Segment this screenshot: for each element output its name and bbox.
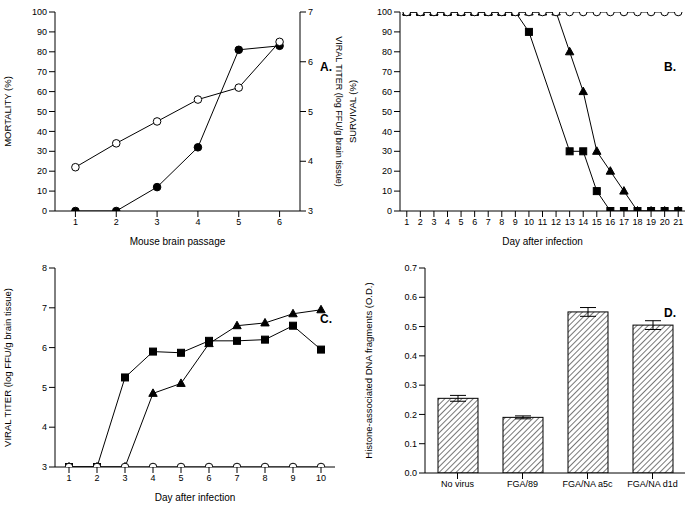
svg-text:50: 50 — [37, 107, 47, 117]
svg-text:21: 21 — [673, 217, 683, 227]
svg-text:0: 0 — [42, 206, 47, 216]
html-text:C.: C. — [320, 312, 332, 326]
html-text:B.: B. — [664, 60, 676, 74]
svg-text:1: 1 — [73, 217, 78, 227]
svg-text:10: 10 — [382, 186, 392, 196]
svg-text:3: 3 — [308, 206, 313, 216]
svg-text:7: 7 — [42, 303, 47, 313]
svg-text:1: 1 — [66, 473, 71, 483]
svg-text:Day after infection: Day after infection — [155, 492, 236, 503]
svg-text:3: 3 — [431, 217, 436, 227]
svg-text:3: 3 — [42, 462, 47, 472]
svg-text:3: 3 — [122, 473, 127, 483]
svg-text:18: 18 — [632, 217, 642, 227]
svg-text:30: 30 — [382, 146, 392, 156]
svg-text:0.2: 0.2 — [404, 410, 417, 420]
svg-text:6: 6 — [308, 57, 313, 67]
svg-text:0.0: 0.0 — [404, 468, 417, 478]
svg-text:9: 9 — [513, 217, 518, 227]
svg-text:8: 8 — [42, 263, 47, 273]
html-text:D.: D. — [664, 306, 676, 320]
svg-text:Mouse brain passage: Mouse brain passage — [130, 236, 226, 247]
svg-text:40: 40 — [37, 127, 47, 137]
svg-text:50: 50 — [382, 107, 392, 117]
svg-text:VIRAL TITER (log FFU/g brain t: VIRAL TITER (log FFU/g brain tissue) — [334, 36, 344, 187]
svg-text:0.1: 0.1 — [404, 439, 417, 449]
svg-text:0.5: 0.5 — [404, 322, 417, 332]
svg-text:MORTALITY (%): MORTALITY (%) — [8, 76, 13, 147]
svg-text:90: 90 — [37, 27, 47, 37]
svg-text:FGA/89: FGA/89 — [507, 479, 538, 489]
svg-text:70: 70 — [37, 67, 47, 77]
svg-text:4: 4 — [195, 217, 200, 227]
svg-text:Histone-associated DNA fragmen: Histone-associated DNA fragments (O.D.) — [363, 282, 374, 458]
svg-text:90: 90 — [382, 27, 392, 37]
svg-text:20: 20 — [660, 217, 670, 227]
svg-text:19: 19 — [646, 217, 656, 227]
svg-text:3: 3 — [155, 217, 160, 227]
svg-text:0.3: 0.3 — [404, 380, 417, 390]
svg-text:FGA/NA d1d: FGA/NA d1d — [627, 479, 678, 489]
svg-text:4: 4 — [308, 156, 313, 166]
svg-text:4: 4 — [42, 422, 47, 432]
svg-text:9: 9 — [290, 473, 295, 483]
svg-text:14: 14 — [578, 217, 588, 227]
svg-text:4: 4 — [150, 473, 155, 483]
svg-text:70: 70 — [382, 67, 392, 77]
svg-text:5: 5 — [459, 217, 464, 227]
svg-text:20: 20 — [382, 166, 392, 176]
svg-text:7: 7 — [234, 473, 239, 483]
svg-text:20: 20 — [37, 166, 47, 176]
svg-text:SURVIVAL (%): SURVIVAL (%) — [347, 80, 358, 143]
svg-text:11: 11 — [538, 217, 547, 227]
svg-text:FGA/NA a5c: FGA/NA a5c — [562, 479, 613, 489]
svg-text:7: 7 — [308, 7, 313, 17]
svg-text:6: 6 — [472, 217, 477, 227]
svg-text:10: 10 — [37, 186, 47, 196]
svg-text:2: 2 — [94, 473, 99, 483]
html-text:A.: A. — [320, 60, 332, 74]
svg-text:40: 40 — [382, 127, 392, 137]
svg-text:5: 5 — [308, 107, 313, 117]
svg-text:16: 16 — [605, 217, 615, 227]
svg-text:2: 2 — [114, 217, 119, 227]
svg-text:8: 8 — [499, 217, 504, 227]
svg-text:No virus: No virus — [441, 479, 475, 489]
svg-text:80: 80 — [37, 47, 47, 57]
svg-text:15: 15 — [592, 217, 602, 227]
svg-text:1: 1 — [404, 217, 409, 227]
svg-text:0.4: 0.4 — [404, 351, 417, 361]
svg-text:10: 10 — [524, 217, 534, 227]
svg-text:7: 7 — [486, 217, 491, 227]
svg-text:8: 8 — [262, 473, 267, 483]
svg-text:6: 6 — [277, 217, 282, 227]
svg-text:5: 5 — [236, 217, 241, 227]
svg-text:13: 13 — [565, 217, 575, 227]
svg-text:17: 17 — [619, 217, 629, 227]
svg-text:0.6: 0.6 — [404, 292, 417, 302]
svg-text:0: 0 — [387, 206, 392, 216]
svg-text:10: 10 — [316, 473, 326, 483]
svg-text:6: 6 — [206, 473, 211, 483]
svg-text:0.7: 0.7 — [404, 263, 417, 273]
svg-text:5: 5 — [178, 473, 183, 483]
svg-text:100: 100 — [32, 7, 47, 17]
svg-text:30: 30 — [37, 146, 47, 156]
svg-text:12: 12 — [551, 217, 561, 227]
svg-text:100: 100 — [377, 7, 392, 17]
svg-text:5: 5 — [42, 383, 47, 393]
svg-text:6: 6 — [42, 343, 47, 353]
svg-text:VIRAL TITER (log FFU/g brain t: VIRAL TITER (log FFU/g brain tissue) — [8, 288, 13, 447]
svg-text:2: 2 — [418, 217, 423, 227]
svg-text:80: 80 — [382, 47, 392, 57]
svg-text:Day after infection: Day after infection — [502, 236, 583, 247]
svg-text:4: 4 — [445, 217, 450, 227]
svg-text:60: 60 — [382, 87, 392, 97]
svg-text:60: 60 — [37, 87, 47, 97]
